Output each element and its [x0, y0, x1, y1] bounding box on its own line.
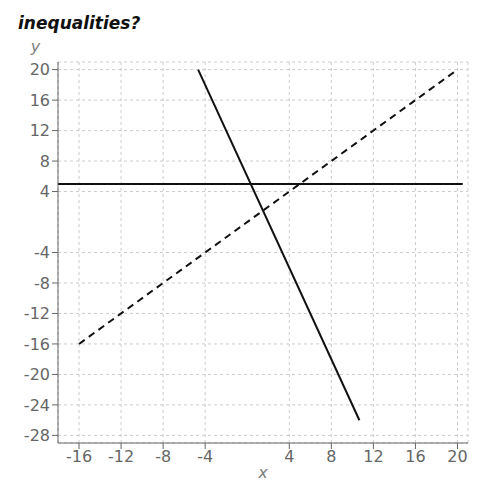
svg-text:16: 16: [30, 91, 50, 110]
svg-text:12: 12: [363, 447, 383, 466]
svg-text:-4: -4: [197, 447, 213, 466]
svg-text:-24: -24: [24, 396, 50, 415]
svg-text:-12: -12: [24, 304, 50, 323]
svg-text:8: 8: [326, 447, 336, 466]
html-text:inequalities?: inequalities?: [18, 13, 141, 33]
svg-text:x: x: [257, 463, 268, 482]
svg-text:-8: -8: [155, 447, 171, 466]
svg-text:4: 4: [40, 182, 50, 201]
svg-text:-28: -28: [24, 426, 50, 445]
svg-text:16: 16: [405, 447, 425, 466]
svg-text:-8: -8: [34, 274, 50, 293]
svg-text:20: 20: [447, 447, 467, 466]
svg-text:-20: -20: [24, 365, 50, 384]
svg-text:y: y: [30, 38, 41, 56]
svg-text:8: 8: [40, 152, 50, 171]
svg-text:-4: -4: [34, 243, 50, 262]
svg-text:-16: -16: [66, 447, 92, 466]
svg-text:4: 4: [284, 447, 294, 466]
svg-text:-12: -12: [108, 447, 134, 466]
svg-text:12: 12: [30, 121, 50, 140]
svg-text:20: 20: [30, 60, 50, 79]
svg-text:-16: -16: [24, 335, 50, 354]
